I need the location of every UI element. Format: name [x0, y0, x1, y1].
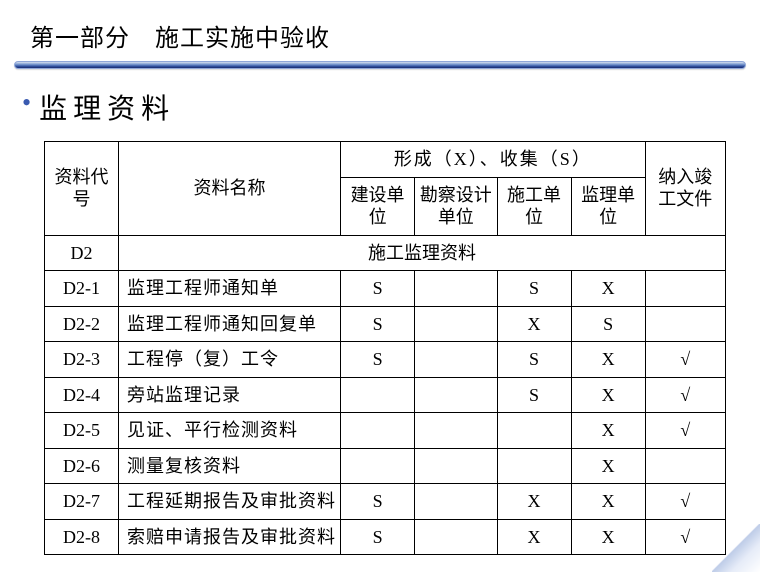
cell-u1: S [341, 342, 415, 378]
cell-code: D2-8 [45, 519, 119, 555]
cell-name: 索赔申请报告及审批资料 [119, 519, 341, 555]
cell-u3: X [497, 484, 571, 520]
cell-code: D2-1 [45, 271, 119, 307]
bullet-icon: • [22, 87, 39, 119]
cell-u2 [415, 342, 497, 378]
cell-u3 [497, 413, 571, 449]
section-code: D2 [45, 235, 119, 271]
table-row: D2-2监理工程师通知回复单SXS [45, 306, 726, 342]
cell-include [645, 306, 725, 342]
table-row: D2-5见证、平行检测资料 X√ [45, 413, 726, 449]
cell-u1 [341, 413, 415, 449]
cell-u3: S [497, 377, 571, 413]
cell-include [645, 271, 725, 307]
table-row: D2-1监理工程师通知单SSX [45, 271, 726, 307]
cell-u2 [415, 519, 497, 555]
cell-u2 [415, 484, 497, 520]
table-body: D2 施工监理资料 D2-1监理工程师通知单SSXD2-2监理工程师通知回复单S… [45, 235, 726, 555]
cell-u2 [415, 448, 497, 484]
cell-name: 见证、平行检测资料 [119, 413, 341, 449]
cell-name: 工程延期报告及审批资料 [119, 484, 341, 520]
th-name: 资料名称 [119, 142, 341, 236]
cell-code: D2-5 [45, 413, 119, 449]
th-unit-2: 勘察设计单位 [415, 177, 497, 235]
materials-table: 资料代号 资料名称 形成（X）、收集（S） 纳入竣工文件 建设单位 勘察设计单位… [44, 141, 726, 555]
table-section-row: D2 施工监理资料 [45, 235, 726, 271]
cell-code: D2-4 [45, 377, 119, 413]
table-row: D2-8索赔申请报告及审批资料SXX√ [45, 519, 726, 555]
section-label: 施工监理资料 [119, 235, 726, 271]
cell-u4: X [571, 448, 645, 484]
cell-u4: S [571, 306, 645, 342]
cell-name: 工程停（复）工令 [119, 342, 341, 378]
page-title: 第一部分 施工实施中验收 [0, 0, 760, 53]
cell-u1: S [341, 306, 415, 342]
th-unit-3: 施工单位 [497, 177, 571, 235]
cell-u3: X [497, 306, 571, 342]
cell-u4: X [571, 519, 645, 555]
cell-include: √ [645, 484, 725, 520]
table-header-row-1: 资料代号 资料名称 形成（X）、收集（S） 纳入竣工文件 [45, 142, 726, 178]
th-unit-1: 建设单位 [341, 177, 415, 235]
cell-u3: X [497, 519, 571, 555]
title-rule-wrap [0, 53, 760, 69]
cell-u4: X [571, 271, 645, 307]
cell-u1 [341, 377, 415, 413]
table-row: D2-7工程延期报告及审批资料SXX√ [45, 484, 726, 520]
cell-u1: S [341, 271, 415, 307]
cell-u3: S [497, 342, 571, 378]
th-group: 形成（X）、收集（S） [341, 142, 646, 178]
cell-u1: S [341, 484, 415, 520]
th-code: 资料代号 [45, 142, 119, 236]
cell-name: 测量复核资料 [119, 448, 341, 484]
th-include: 纳入竣工文件 [645, 142, 725, 236]
cell-include [645, 448, 725, 484]
table-row: D2-3工程停（复）工令SSX√ [45, 342, 726, 378]
cell-u4: X [571, 484, 645, 520]
cell-u2 [415, 271, 497, 307]
cell-name: 监理工程师通知回复单 [119, 306, 341, 342]
cell-u2 [415, 306, 497, 342]
cell-code: D2-7 [45, 484, 119, 520]
table-row: D2-4旁站监理记录 SX√ [45, 377, 726, 413]
cell-u2 [415, 413, 497, 449]
table-row: D2-6测量复核资料 X [45, 448, 726, 484]
cell-name: 监理工程师通知单 [119, 271, 341, 307]
cell-name: 旁站监理记录 [119, 377, 341, 413]
section-heading-row: • 监理资料 [0, 69, 760, 127]
cell-u4: X [571, 377, 645, 413]
cell-u4: X [571, 342, 645, 378]
cell-u4: X [571, 413, 645, 449]
th-unit-4: 监理单位 [571, 177, 645, 235]
cell-include: √ [645, 377, 725, 413]
cell-u1: S [341, 519, 415, 555]
page-curl-icon [712, 524, 760, 572]
cell-include: √ [645, 413, 725, 449]
cell-u1 [341, 448, 415, 484]
cell-code: D2-3 [45, 342, 119, 378]
cell-u2 [415, 377, 497, 413]
title-rule [14, 61, 746, 69]
table-container: 资料代号 资料名称 形成（X）、收集（S） 纳入竣工文件 建设单位 勘察设计单位… [0, 127, 760, 555]
section-title: 监理资料 [39, 87, 175, 127]
cell-include: √ [645, 342, 725, 378]
cell-code: D2-2 [45, 306, 119, 342]
cell-u3 [497, 448, 571, 484]
cell-code: D2-6 [45, 448, 119, 484]
cell-u3: S [497, 271, 571, 307]
